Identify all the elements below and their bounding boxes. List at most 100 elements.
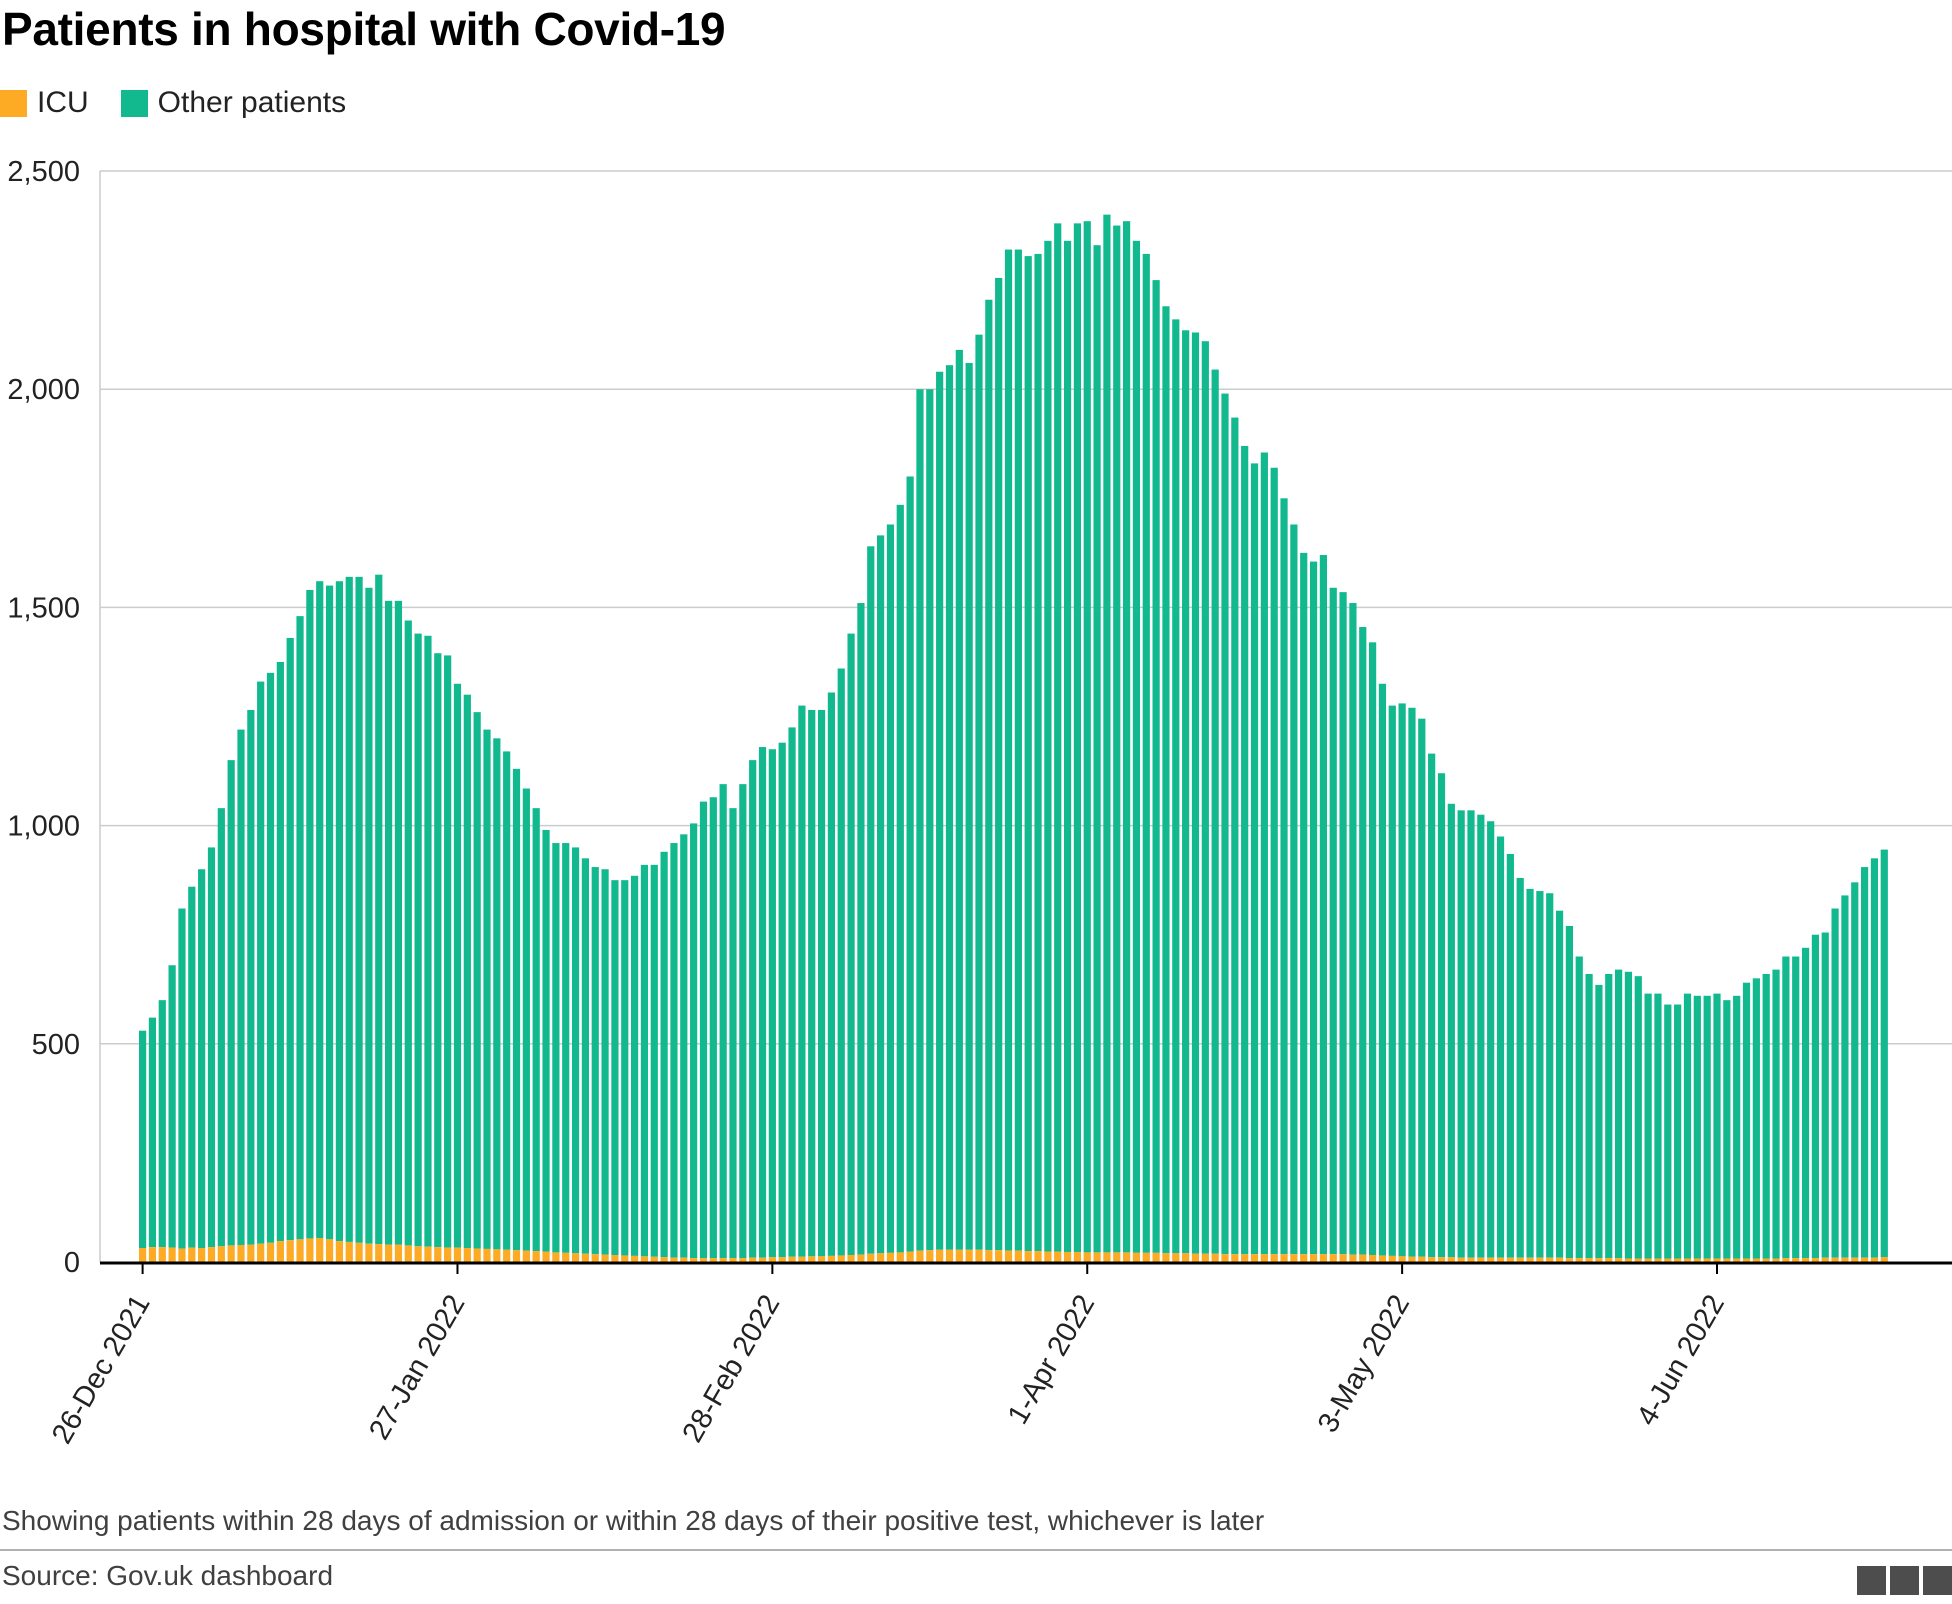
bar-icu [827, 1255, 835, 1262]
bar-other-patients [148, 1017, 157, 1248]
bar-other-patients [1221, 393, 1229, 1255]
bar-icu [1605, 1258, 1613, 1262]
bar-other-patients [1811, 934, 1819, 1259]
bar-icu [1870, 1257, 1879, 1262]
bar-icu [1280, 1254, 1288, 1262]
bar-other-patients [945, 365, 954, 1250]
bar-icu [1555, 1257, 1564, 1262]
bar-other-patients [1782, 956, 1790, 1259]
bar-other-patients [1634, 976, 1642, 1259]
bar-icu [1309, 1254, 1318, 1262]
bar-other-patients [493, 738, 501, 1250]
bar-icu [837, 1255, 845, 1262]
bar-other-patients [1644, 993, 1652, 1259]
bar-other-patients [1605, 973, 1613, 1259]
bar-icu [1683, 1258, 1692, 1262]
bar-other-patients [965, 363, 973, 1250]
bar-other-patients [394, 600, 403, 1245]
bar-other-patients [571, 847, 580, 1254]
bar-icu [1811, 1258, 1819, 1262]
bar-icu [1250, 1254, 1259, 1262]
bar-other-patients [404, 620, 412, 1246]
legend-label-other: Other patients [157, 86, 347, 119]
bar-icu [1536, 1257, 1544, 1262]
bar-icu [1231, 1254, 1239, 1262]
bar-other-patients [345, 576, 353, 1242]
bar-icu [1093, 1252, 1101, 1262]
x-tick-label: 3-May 2022 [1312, 1290, 1416, 1439]
bar-other-patients [827, 692, 835, 1256]
bar-icu [542, 1251, 550, 1262]
bar-icu [493, 1249, 501, 1262]
bar-icu [276, 1241, 284, 1262]
bar-other-patients [1132, 240, 1141, 1253]
bar-icu [188, 1247, 196, 1262]
bar-icu [1575, 1258, 1583, 1262]
legend-item-icu: ICU [0, 86, 89, 120]
bar-icu [1772, 1258, 1780, 1262]
bar-icu [296, 1239, 304, 1262]
bar-other-patients [798, 705, 806, 1257]
bar-other-patients [434, 653, 442, 1248]
bar-icu [1861, 1257, 1869, 1262]
bar-icu [1319, 1254, 1327, 1262]
bar-icu [483, 1248, 491, 1262]
bar-other-patients [808, 709, 816, 1257]
bar-other-patients [955, 349, 963, 1250]
bar-other-patients [1437, 773, 1446, 1258]
bar-icu [877, 1253, 885, 1262]
bar-icu [1329, 1254, 1337, 1262]
bar-other-patients [926, 389, 934, 1251]
bar-icu [955, 1249, 963, 1262]
bar-other-patients [1546, 893, 1554, 1258]
bar-other-patients [1742, 982, 1751, 1259]
y-tick-label: 2,500 [7, 156, 80, 188]
bar-other-patients [1496, 836, 1505, 1258]
bar-other-patients [385, 600, 393, 1245]
bar-icu [965, 1249, 973, 1262]
bar-icu [571, 1253, 580, 1262]
bar-icu [404, 1245, 412, 1262]
bar-icu [601, 1254, 609, 1262]
bar-icu [621, 1255, 629, 1262]
bar-icu [1369, 1255, 1377, 1262]
bar-icu [1496, 1257, 1505, 1262]
bar-other-patients [1851, 882, 1859, 1258]
bar-other-patients [1290, 524, 1298, 1255]
bar-icu [739, 1258, 747, 1262]
bar-icu [198, 1248, 206, 1262]
bar-other-patients [1073, 223, 1081, 1252]
bar-other-patients [1083, 221, 1091, 1253]
bar-other-patients [906, 476, 914, 1252]
bbc-logo-block-2 [1890, 1566, 1919, 1595]
bar-other-patients [1260, 452, 1268, 1255]
bar-other-patients [1418, 718, 1426, 1257]
legend-item-other: Other patients [120, 86, 347, 120]
bar-other-patients [503, 751, 511, 1250]
bar-icu [1851, 1257, 1859, 1262]
bar-other-patients [1555, 910, 1564, 1258]
bar-icu [1014, 1250, 1022, 1262]
bar-icu [768, 1257, 776, 1262]
bar-other-patients [237, 729, 245, 1245]
bar-icu [325, 1239, 334, 1262]
bar-other-patients [1477, 814, 1485, 1258]
bar-other-patients [680, 834, 688, 1258]
bar-other-patients [1329, 587, 1337, 1255]
bar-icu [1585, 1258, 1593, 1262]
bar-other-patients [1506, 853, 1514, 1258]
bar-other-patients [1300, 552, 1308, 1255]
bar-other-patients [778, 742, 786, 1258]
bar-other-patients [1457, 810, 1465, 1258]
bar-icu [473, 1248, 481, 1262]
bars [139, 214, 1888, 1262]
bar-icu [936, 1249, 944, 1262]
bar-icu [1467, 1257, 1475, 1262]
bar-other-patients [995, 277, 1003, 1251]
bar-other-patients [1585, 973, 1593, 1259]
bar-other-patients [227, 760, 235, 1246]
bar-other-patients [355, 576, 363, 1243]
bar-icu [365, 1243, 373, 1262]
bbc-logo [1853, 1566, 1952, 1595]
bar-icu [1654, 1258, 1662, 1262]
